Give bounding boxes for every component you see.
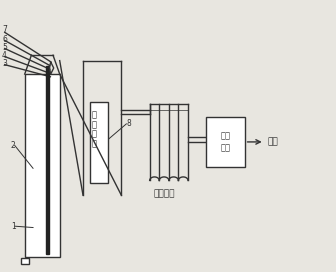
Bar <box>90 102 108 183</box>
Text: 4: 4 <box>2 51 7 60</box>
Text: 8: 8 <box>126 119 131 128</box>
Text: 6: 6 <box>2 35 7 44</box>
Text: 极速
冷却: 极速 冷却 <box>220 132 230 153</box>
Bar <box>22 258 29 264</box>
Text: 电收尘器: 电收尘器 <box>153 189 174 198</box>
Bar <box>206 117 245 167</box>
Text: 7: 7 <box>2 25 7 34</box>
Text: 上
升
烟
道: 上 升 烟 道 <box>92 110 97 149</box>
Text: 2: 2 <box>11 141 15 150</box>
Bar <box>46 66 49 255</box>
Text: 1: 1 <box>11 222 15 231</box>
Text: 5: 5 <box>2 43 7 52</box>
Text: 3: 3 <box>2 59 7 68</box>
Text: 制酸: 制酸 <box>267 137 278 146</box>
Bar <box>25 74 60 257</box>
